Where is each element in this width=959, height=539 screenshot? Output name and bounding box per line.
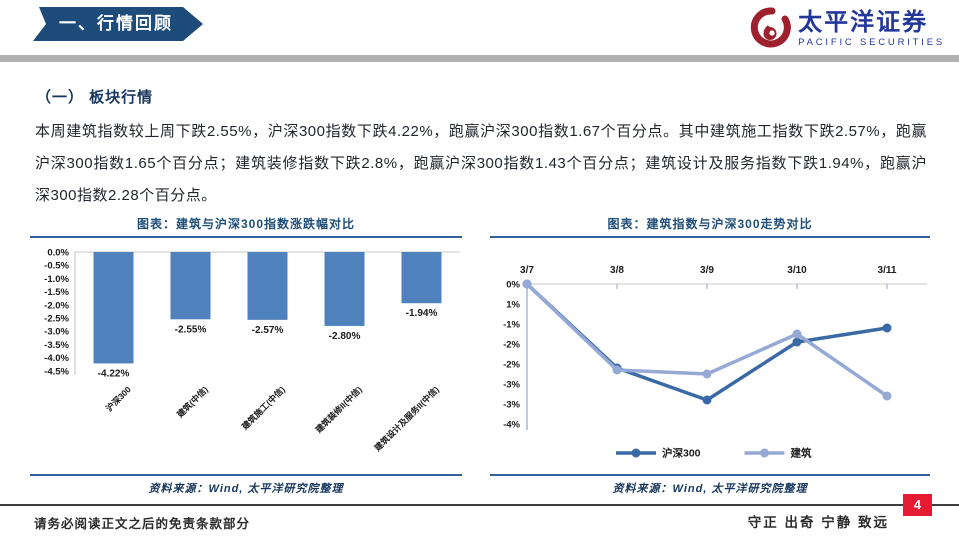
svg-text:-2.55%: -2.55%: [175, 324, 207, 335]
section-banner: 一、行情回顾: [33, 7, 203, 41]
svg-text:-3.0%: -3.0%: [44, 327, 69, 338]
svg-text:建筑施工(中信): 建筑施工(中信): [239, 384, 287, 432]
svg-text:3/8: 3/8: [610, 265, 624, 276]
footer-divider-line: [0, 504, 959, 506]
svg-text:-1.94%: -1.94%: [406, 308, 438, 319]
svg-text:-2.5%: -2.5%: [44, 314, 69, 325]
svg-text:3/7: 3/7: [520, 265, 534, 276]
svg-text:3/9: 3/9: [700, 265, 714, 276]
bar-chart: 0.0% -0.5% -1.0% -1.5% -2.0% -2.5% -3.0% -3.5% -…: [44, 248, 460, 454]
svg-text:建筑: 建筑: [790, 447, 812, 460]
svg-text:-4.22%: -4.22%: [98, 368, 130, 379]
svg-text:-3.5%: -3.5%: [44, 340, 69, 351]
svg-text:3/10: 3/10: [787, 265, 807, 276]
page-number-badge: 4: [903, 494, 932, 516]
svg-text:-2%: -2%: [503, 340, 520, 351]
svg-text:-3%: -3%: [503, 400, 520, 411]
bar-chart-panel: 图表：建筑与沪深300指数涨跌幅对比 0.0% -0.5% -1.0% -1.5% -2…: [30, 215, 462, 500]
line-chart: 3/7 3/8 3/9 3/10 3/11 0% 1% -1% -2% -2% -3% -3% -4% 沪…: [503, 265, 927, 460]
company-logo: 太平洋证券 PACIFIC SECURITIES: [749, 6, 945, 52]
svg-text:-2%: -2%: [503, 360, 520, 371]
svg-text:-4%: -4%: [503, 420, 520, 431]
svg-text:1%: 1%: [506, 300, 520, 311]
svg-text:-1.0%: -1.0%: [44, 274, 69, 285]
svg-text:-1.5%: -1.5%: [44, 287, 69, 298]
svg-text:0%: 0%: [506, 280, 520, 291]
charts-row: 图表：建筑与沪深300指数涨跌幅对比 0.0% -0.5% -1.0% -1.5% -2…: [30, 215, 930, 500]
svg-text:沪深300: 沪深300: [104, 384, 133, 413]
bar-chart-source-label: 资料来源：Wind, 太平洋研究院整理: [148, 483, 344, 495]
line-chart-source-label: 资料来源：Wind, 太平洋研究院整理: [612, 483, 808, 495]
svg-text:建筑设计及服务II(中信): 建筑设计及服务II(中信): [372, 384, 441, 453]
svg-text:-0.5%: -0.5%: [44, 261, 69, 272]
svg-text:-4.0%: -4.0%: [44, 353, 69, 364]
svg-text:沪深300: 沪深300: [662, 447, 701, 460]
footer-motto: 守正 出奇 宁静 致远: [747, 515, 889, 530]
logo-text: 太平洋证券 PACIFIC SECURITIES: [798, 8, 945, 49]
subsection-title: （一） 板块行情: [36, 89, 154, 106]
section-banner-label: 一、行情回顾: [59, 14, 173, 33]
svg-text:-2.57%: -2.57%: [252, 325, 284, 336]
svg-text:建筑(中信): 建筑(中信): [174, 384, 210, 420]
line-chart-title: 图表：建筑指数与沪深300走势对比: [490, 215, 930, 238]
footer-disclaimer: 请务必阅读正文之后的免责条款部分: [34, 517, 251, 531]
body-paragraph: 本周建筑指数较上周下跌2.55%，沪深300指数下跌4.22%，跑赢沪深300指…: [35, 123, 927, 204]
line-chart-panel: 图表：建筑指数与沪深300走势对比 3/7 3/8 3/9 3/10 3/11 0% 1% -…: [490, 215, 930, 500]
bar-chart-source: 资料来源：Wind, 太平洋研究院整理: [30, 474, 462, 496]
line-chart-source: 资料来源：Wind, 太平洋研究院整理: [490, 474, 930, 496]
svg-text:3/11: 3/11: [878, 265, 897, 276]
svg-text:0.0%: 0.0%: [47, 248, 69, 259]
logo-name-en: PACIFIC SECURITIES: [798, 36, 945, 48]
header-divider-band: [0, 55, 959, 62]
svg-text:-2.0%: -2.0%: [44, 300, 69, 311]
svg-text:-3%: -3%: [503, 380, 520, 391]
logo-swirl-icon: [751, 7, 791, 48]
logo-name-cn: 太平洋证券: [798, 8, 929, 36]
svg-text:-4.5%: -4.5%: [44, 366, 69, 377]
svg-text:-1%: -1%: [503, 320, 520, 331]
svg-text:建筑装修II(中信): 建筑装修II(中信): [313, 384, 364, 435]
svg-text:-2.80%: -2.80%: [329, 331, 361, 342]
bar-chart-title: 图表：建筑与沪深300指数涨跌幅对比: [30, 215, 462, 238]
